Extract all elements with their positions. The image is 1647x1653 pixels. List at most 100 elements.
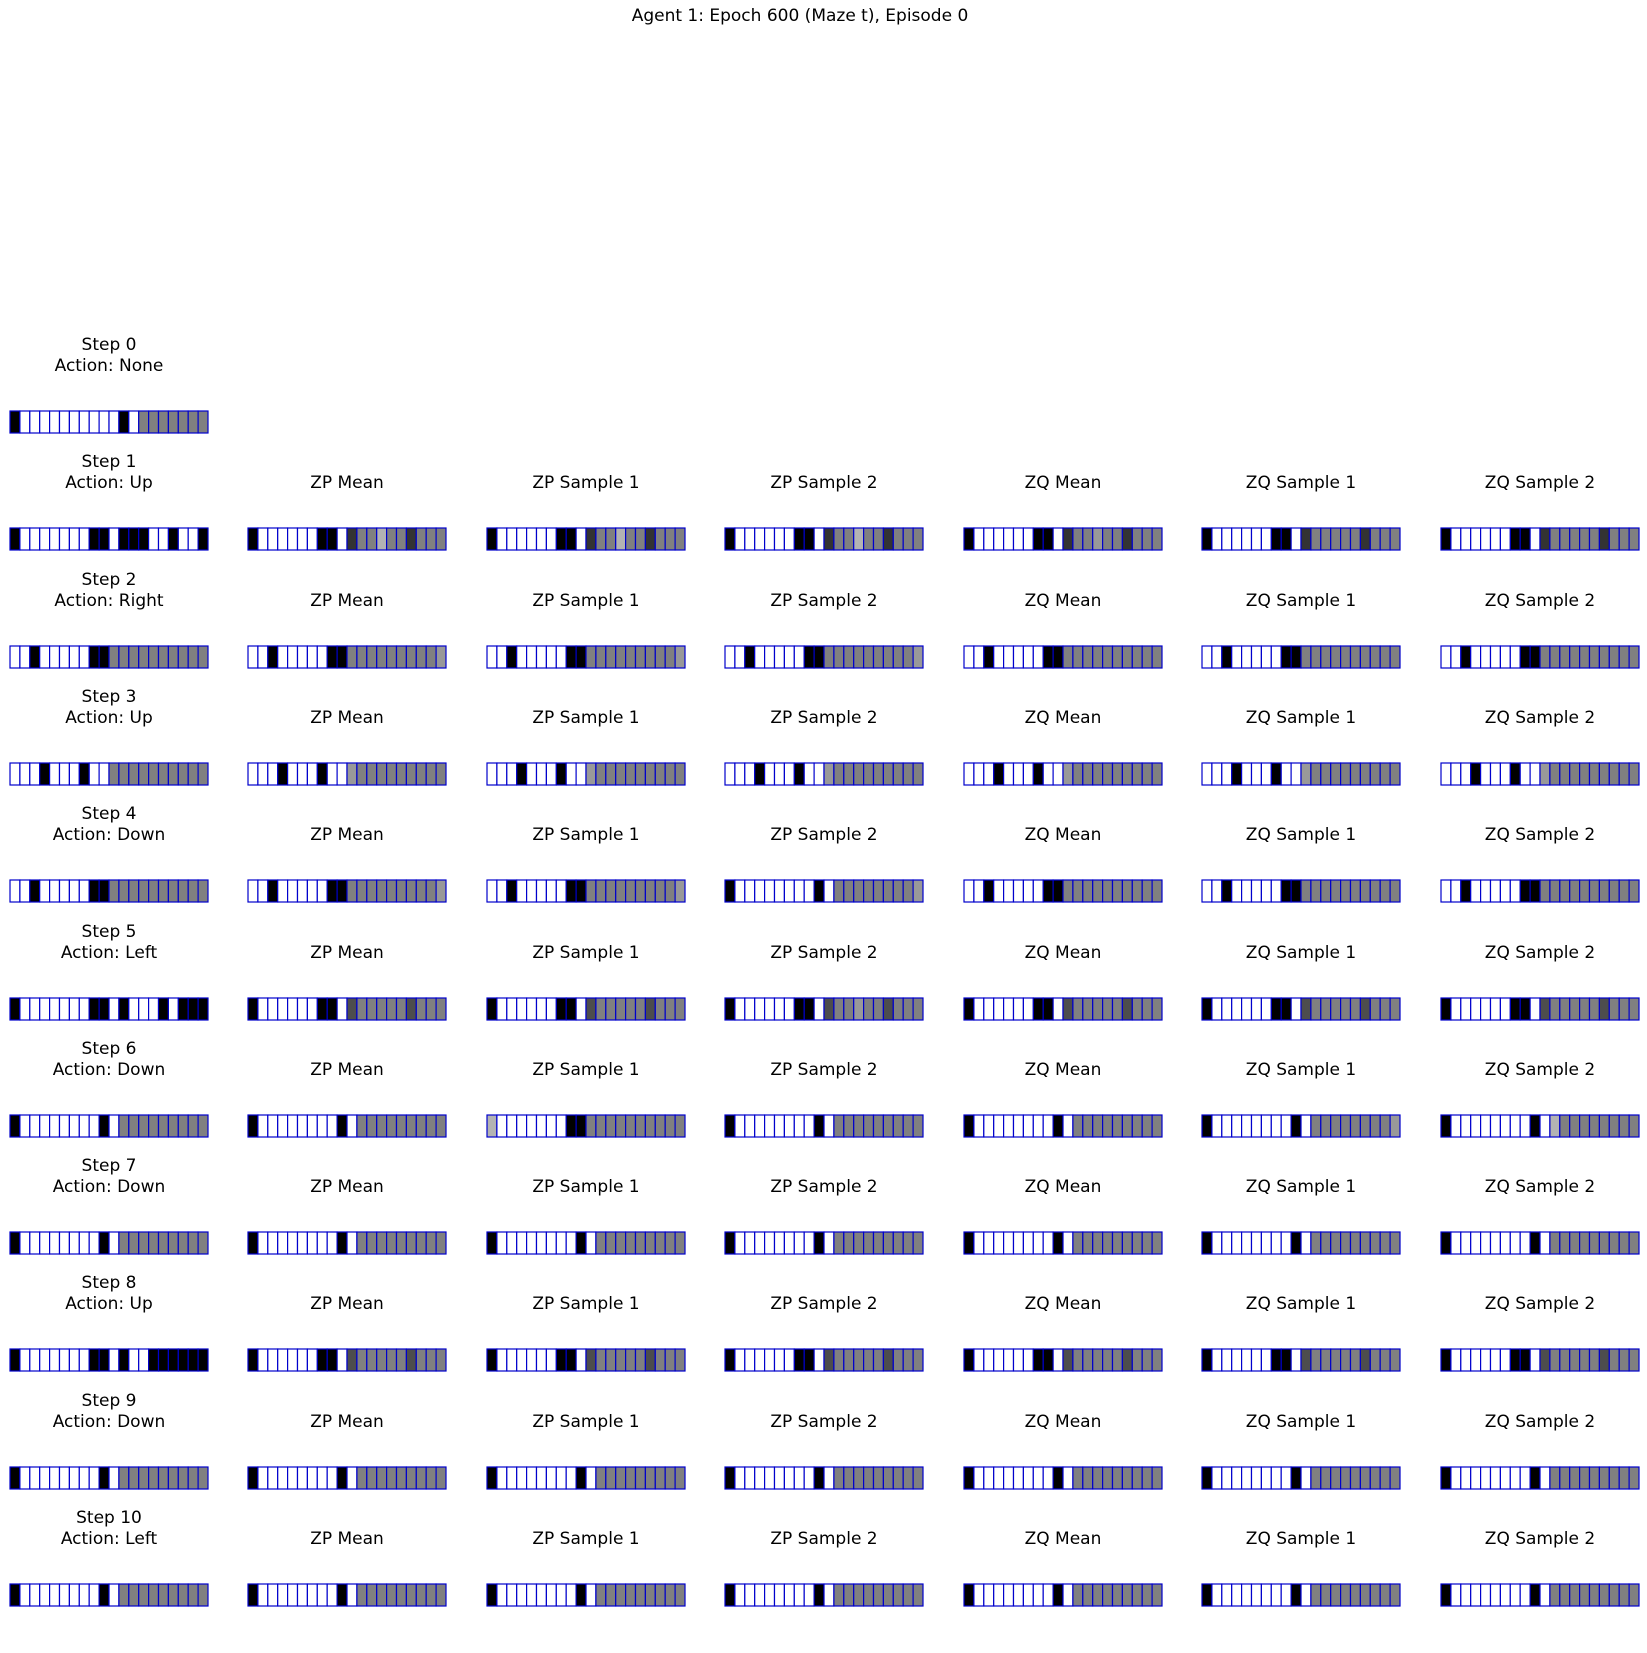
cell (1141, 879, 1153, 903)
cell (1111, 1114, 1123, 1138)
cell (138, 762, 150, 786)
cell (973, 1583, 985, 1607)
column-title-line: ZQ Sample 2 (1484, 473, 1596, 493)
cell (9, 879, 21, 903)
cell (654, 1348, 666, 1372)
cell (575, 997, 587, 1021)
cell (1460, 1114, 1472, 1138)
cell (1608, 1466, 1620, 1490)
column-title: ZP Sample 1 (466, 1294, 706, 1315)
prediction-strip (486, 1583, 686, 1607)
column-title: ZP Mean (227, 825, 467, 846)
cell (1509, 879, 1521, 903)
cell (267, 762, 279, 786)
cell (376, 762, 388, 786)
cell (1359, 1583, 1371, 1607)
cell (1092, 762, 1104, 786)
cell (644, 762, 656, 786)
cell (277, 762, 289, 786)
cell (555, 1348, 567, 1372)
cell (506, 1114, 518, 1138)
cell (1290, 879, 1302, 903)
cell (88, 410, 100, 434)
cell (595, 1583, 607, 1607)
cell (376, 1348, 388, 1372)
cell (793, 1466, 805, 1490)
cell (535, 1231, 547, 1255)
cell (833, 1348, 845, 1372)
prediction-strip (1440, 879, 1640, 903)
cell (1092, 645, 1104, 669)
cell (296, 1114, 308, 1138)
cell (983, 1583, 995, 1607)
cell (187, 879, 199, 903)
cell (1440, 645, 1452, 669)
cell (793, 879, 805, 903)
cell (316, 1114, 328, 1138)
cell (833, 1231, 845, 1255)
prediction-strip (724, 762, 924, 786)
cell (1628, 879, 1640, 903)
cell (1211, 527, 1223, 551)
cell (783, 879, 795, 903)
step-title-line: Step 5 (81, 922, 137, 942)
column-title-line: ZP Sample 1 (532, 591, 640, 611)
cell (1320, 1583, 1332, 1607)
cell (773, 1466, 785, 1490)
cell (1231, 1348, 1243, 1372)
cell (1509, 1348, 1521, 1372)
cell (1121, 879, 1133, 903)
cell (128, 645, 140, 669)
cell (1489, 527, 1501, 551)
cell (983, 1348, 995, 1372)
cell (1460, 879, 1472, 903)
cell (993, 762, 1005, 786)
cell (1072, 1466, 1084, 1490)
cell (415, 527, 427, 551)
cell (376, 879, 388, 903)
cell (1349, 1583, 1361, 1607)
cell (813, 1231, 825, 1255)
column-title-line: ZP Sample 2 (770, 825, 878, 845)
cell (803, 762, 815, 786)
cell (843, 1114, 855, 1138)
cell (595, 762, 607, 786)
cell (118, 1231, 130, 1255)
column-title: ZP Sample 2 (704, 1294, 944, 1315)
cell (68, 645, 80, 669)
cell (783, 1583, 795, 1607)
column-title: ZQ Sample 2 (1420, 1177, 1647, 1198)
cell (1022, 997, 1034, 1021)
cell (1231, 1114, 1243, 1138)
cell (277, 527, 289, 551)
cell (1310, 997, 1322, 1021)
cell (1598, 1114, 1610, 1138)
prediction-strip (724, 879, 924, 903)
cell (882, 1583, 894, 1607)
cell (1260, 997, 1272, 1021)
cell (1201, 879, 1213, 903)
cell (625, 762, 637, 786)
cell (1072, 1231, 1084, 1255)
cell (68, 1348, 80, 1372)
cell (1002, 1583, 1015, 1607)
cell (872, 1348, 884, 1372)
cell (615, 762, 627, 786)
cell (1369, 762, 1381, 786)
cell (1270, 645, 1282, 669)
cell (575, 527, 587, 551)
cell (605, 997, 617, 1021)
cell (1489, 1348, 1501, 1372)
cell (1290, 762, 1302, 786)
cell (98, 527, 110, 551)
cell (843, 1583, 855, 1607)
cell (486, 1466, 498, 1490)
cell (1618, 1348, 1630, 1372)
cell (1489, 1114, 1501, 1138)
cell (1549, 645, 1561, 669)
cell (963, 645, 975, 669)
cell (68, 1231, 80, 1255)
cell (148, 1114, 160, 1138)
cell (525, 1466, 538, 1490)
column-title: ZQ Sample 2 (1420, 1412, 1647, 1433)
